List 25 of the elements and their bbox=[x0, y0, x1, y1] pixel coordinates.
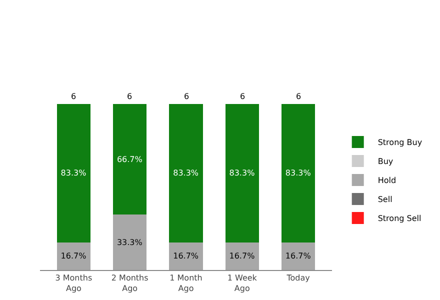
data-label: 16.7% bbox=[229, 252, 256, 261]
annotation: 6 bbox=[240, 92, 246, 101]
data-label: 83.3% bbox=[173, 168, 199, 178]
annotation: 6 bbox=[71, 92, 76, 101]
x-tick-label: 1 Week Ago bbox=[227, 274, 258, 293]
x-tick-label: Today bbox=[286, 274, 310, 283]
x-tick-label: 1 Month Ago bbox=[170, 274, 202, 293]
legend-label: Strong Buy bbox=[378, 138, 422, 148]
x-tick-label: 2 Months Ago bbox=[111, 274, 148, 293]
data-label: 66.7% bbox=[116, 154, 143, 164]
data-label: 16.7% bbox=[285, 252, 312, 261]
annotation: 6 bbox=[296, 92, 302, 101]
data-label: 83.3% bbox=[285, 168, 312, 178]
legend-label: Sell bbox=[378, 195, 392, 204]
data-label: 16.7% bbox=[60, 252, 87, 261]
data-label: 16.7% bbox=[173, 252, 199, 261]
x-tick-label: 3 Months Ago bbox=[55, 274, 92, 293]
annotation: 6 bbox=[127, 92, 132, 101]
annotation: 6 bbox=[184, 92, 190, 101]
legend-label: Strong Sell bbox=[378, 214, 422, 224]
data-label: 33.3% bbox=[116, 238, 143, 247]
legend-label: Hold bbox=[378, 176, 396, 186]
data-label: 83.3% bbox=[60, 168, 87, 178]
legend-label: Buy bbox=[378, 157, 394, 166]
data-label: 83.3% bbox=[229, 168, 256, 178]
